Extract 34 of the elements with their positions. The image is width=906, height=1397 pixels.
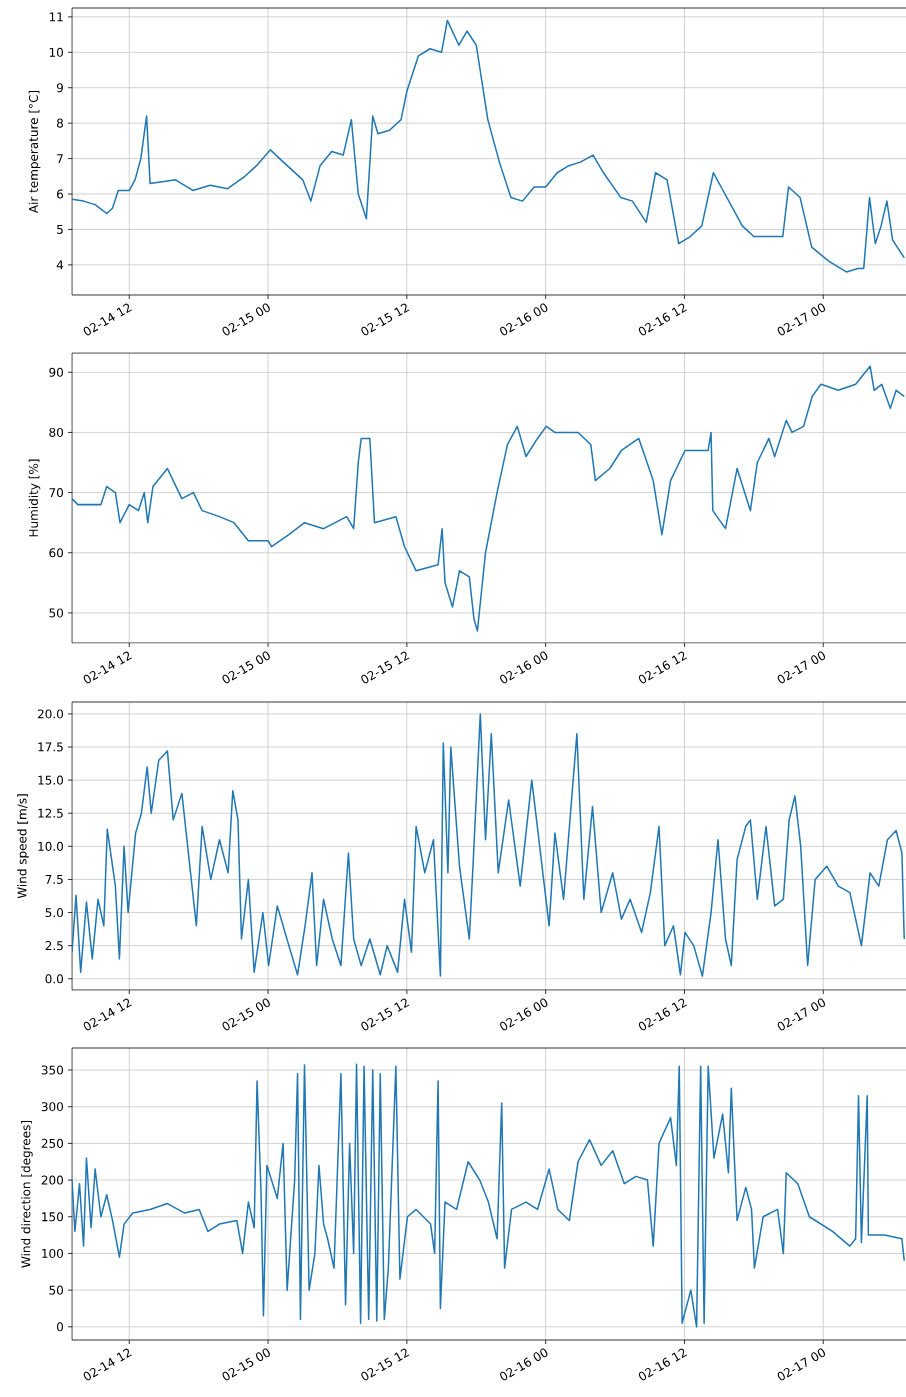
y-tick-label: 250 xyxy=(41,1138,63,1148)
y-tick-label: 15.0 xyxy=(38,775,63,785)
y-tick-label: 80 xyxy=(49,427,63,437)
y-tick-label: 150 xyxy=(42,1212,63,1222)
y-axis-title: Wind speed [m/s] xyxy=(17,794,29,899)
y-tick-label: 350 xyxy=(41,1065,63,1075)
y-tick-label: 200 xyxy=(41,1175,63,1185)
y-tick-label: 0.0 xyxy=(45,974,63,984)
y-tick-label: 100 xyxy=(42,1248,63,1258)
y-tick-label: 5 xyxy=(57,224,63,234)
y-axis-title: Humidity [%] xyxy=(28,459,41,537)
y-tick-label: 8 xyxy=(56,118,63,128)
y-tick-label: 300 xyxy=(41,1102,63,1112)
y-tick-label: 9 xyxy=(56,83,63,93)
y-tick-label: 7.5 xyxy=(45,874,63,884)
y-tick-label: 60 xyxy=(49,548,63,558)
y-tick-label: 90 xyxy=(49,367,63,377)
y-tick-label: 0 xyxy=(56,1322,63,1332)
y-tick-label: 5.0 xyxy=(45,908,63,918)
y-tick-label: 11 xyxy=(49,12,63,22)
y-tick-label: 17.5 xyxy=(38,742,63,752)
y-tick-label: 10 xyxy=(49,47,63,57)
y-tick-label: 4 xyxy=(56,260,64,270)
y-tick-label: 50 xyxy=(49,1285,63,1295)
y-tick-label: 2.5 xyxy=(45,941,63,951)
y-tick-label: 7 xyxy=(57,154,63,163)
y-tick-label: 6 xyxy=(57,189,64,199)
y-tick-label: 20.0 xyxy=(37,709,63,719)
y-axis-title: Wind direction [degrees] xyxy=(21,1121,33,1268)
y-tick-label: 50 xyxy=(49,608,63,618)
y-tick-label: 70 xyxy=(49,488,63,498)
y-tick-label: 10.0 xyxy=(38,841,63,851)
y-tick-label: 12.5 xyxy=(38,808,63,818)
y-axis-title: Air temperature [°C] xyxy=(28,90,41,214)
